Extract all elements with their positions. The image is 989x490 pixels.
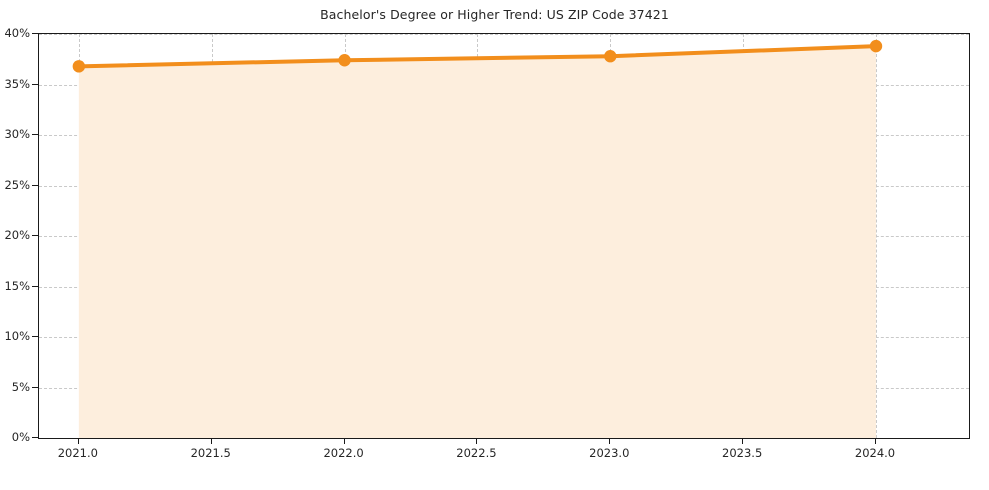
x-axis-tick-label: 2021.5 [190,446,231,460]
x-axis-tick-mark [476,438,478,444]
y-axis-tick-label: 0% [11,430,30,444]
data-point-marker [72,60,86,73]
y-axis-tick-label: 5% [11,379,30,394]
gridline-horizontal [39,34,969,35]
y-axis-tick-label: 20% [4,228,30,242]
data-point-marker [869,39,883,53]
y-axis-tick-mark [31,235,38,236]
x-axis-tick-labels: 2021.0 2021.5 2022.0 2022.5 2023.0 2023.5 2024… [38,438,968,478]
x-axis-tick-label: 2021.0 [57,446,98,460]
y-axis-tick-mark [31,134,38,135]
y-axis-tick-mark [31,184,38,186]
x-axis-tick-mark [742,438,744,444]
y-axis-tick-mark [31,285,38,287]
x-axis-tick-marks [38,438,968,448]
x-axis-tick-label: 2022.0 [323,446,364,460]
y-axis-tick-label: 15% [4,278,30,293]
x-axis-tick-label: 2023.5 [722,446,763,460]
y-axis-tick-label: 40% [4,26,30,40]
x-axis-tick-mark [210,438,212,444]
x-axis-tick-mark [343,438,345,444]
y-axis-tick-mark [31,437,38,438]
data-point-marker [604,50,617,63]
x-axis-tick-label: 2022.5 [456,446,497,460]
y-axis-tick-mark [31,33,38,34]
plot-area [38,33,970,439]
x-axis-tick-label: 2024.0 [854,446,896,460]
x-axis-tick-label: 2023.0 [589,446,630,460]
x-axis-tick-mark [77,438,79,444]
x-axis-tick-mark [609,438,611,444]
x-axis-tick-mark [875,438,876,444]
series-graphics [72,39,883,438]
y-axis-tick-mark [31,83,38,85]
series-line [76,44,878,69]
chart-title: Bachelor's Degree or Higher Trend: US ZI… [320,7,669,22]
y-axis-tick-label: 10% [4,329,30,343]
plot-inner [39,34,969,438]
y-axis-tick-label: 35% [4,76,30,91]
area-fill [78,46,876,438]
y-axis-tick-label: 25% [4,177,30,192]
series-markers [72,39,883,73]
y-axis-tick-labels: 0% 5% 10% 15% 20% 25% 30% 35% 40% [0,26,30,444]
y-axis-tick-marks [0,33,38,438]
data-point-marker [338,54,351,67]
y-axis-tick-mark [31,336,38,337]
y-axis-tick-label: 30% [4,127,30,141]
gridline-vertical [876,34,877,438]
y-axis-tick-mark [31,386,38,388]
